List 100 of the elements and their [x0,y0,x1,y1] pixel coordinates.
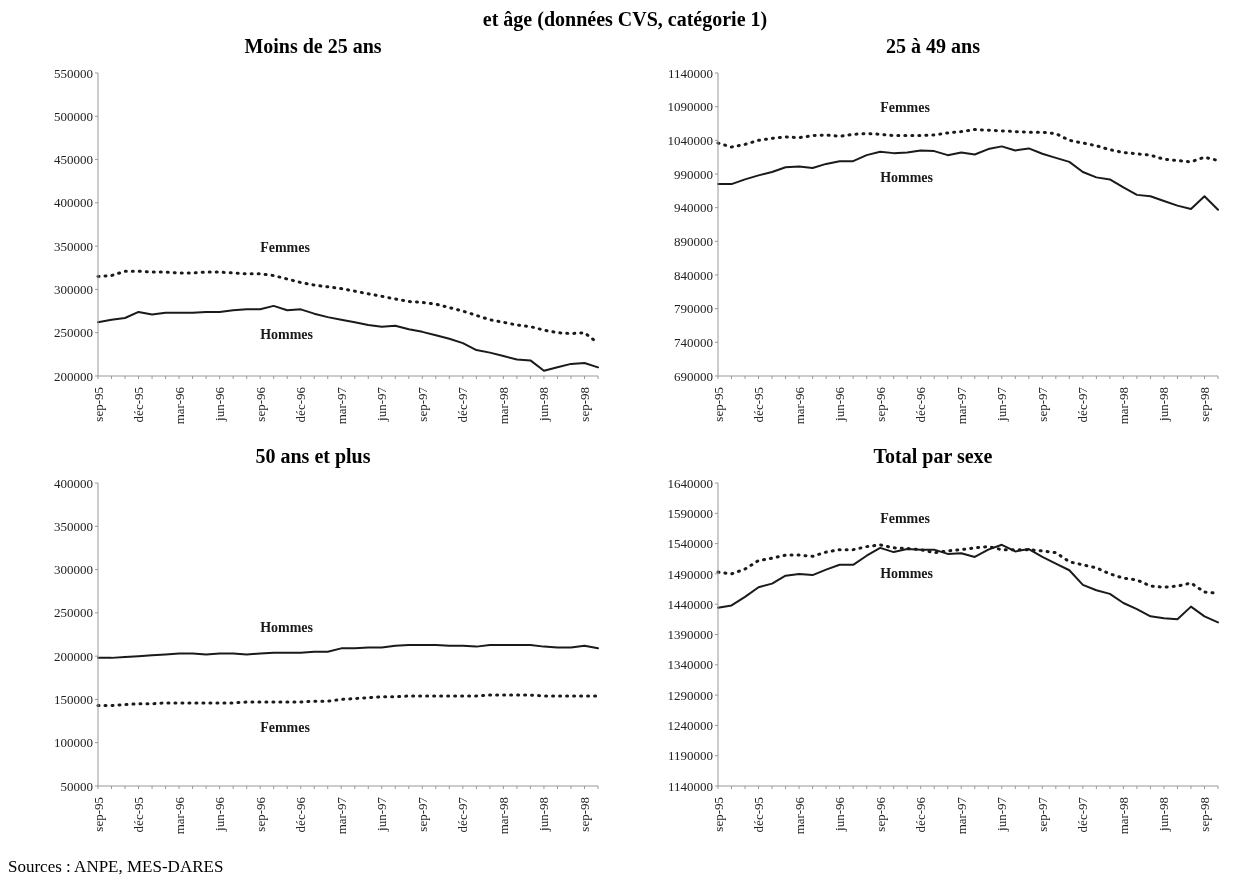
x-tick-label: sep-98 [576,797,592,832]
x-tick-label: déc-96 [913,796,929,833]
series-label: Femmes [260,720,311,736]
series-label: Femmes [260,239,311,255]
x-tick-label: jun-96 [832,386,848,422]
x-tick-label: déc-97 [455,796,471,833]
text: et âge (données CVS, catégorie 1) [481,8,769,31]
y-tick-label: 300000 [54,562,93,578]
line-series [717,543,1219,624]
y-tick-label: 1240000 [667,718,713,734]
chart-title: 50 ans et plus [254,445,372,470]
x-tick-label: sep-95 [710,797,726,832]
x-tick-label: déc-97 [455,386,471,423]
y-tick-label: 1140000 [667,65,713,81]
x-tick-label: sep-95 [90,797,106,832]
y-tick-label: 790000 [674,301,713,317]
x-tick-label: mar-96 [171,386,187,425]
x-tick-label: sep-96 [872,386,888,422]
x-tick-label: déc-95 [751,387,767,423]
x-tick-label: déc-96 [913,386,929,423]
x-tick-label: jun-96 [212,386,228,422]
y-tick-label: 300000 [54,282,93,298]
x-tick-label: mar-98 [1115,387,1131,425]
y-tick-label: 550000 [54,65,93,81]
x-tick-label: mar-97 [953,796,969,835]
y-tick-label: 1090000 [667,99,713,115]
chart-title: 25 à 49 ans [885,35,981,59]
x-tick-label: déc-95 [131,387,147,423]
y-tick-label: 1190000 [667,748,713,764]
x-tick-label: jun-98 [536,387,552,422]
chart-title: Moins de 25 ans [243,35,383,59]
y-tick-label: 1340000 [667,657,713,673]
y-tick-label: 990000 [674,166,713,182]
x-tick-label: mar-98 [1115,797,1131,835]
x-tick-label: jun-98 [1156,387,1172,422]
series-label: Hommes [260,619,314,635]
y-tick-label: 690000 [674,368,713,384]
x-tick-label: mar-97 [953,386,969,425]
x-tick-label: mar-96 [171,796,187,835]
y-tick-label: 1590000 [667,505,713,521]
y-tick-label: 890000 [674,233,713,249]
x-tick-label: jun-97 [374,796,390,832]
y-tick-label: 1490000 [667,566,713,582]
y-tick-label: 1040000 [667,132,713,148]
x-tick-label: déc-95 [751,797,767,833]
y-tick-label: 350000 [54,238,93,254]
y-tick-label: 1640000 [667,475,713,491]
y-tick-label: 200000 [54,648,93,664]
x-tick-label: sep-97 [414,386,430,422]
y-tick-label: 1140000 [667,778,713,794]
y-tick-label: 940000 [674,200,713,216]
line-series [716,128,1220,164]
x-tick-label: jun-97 [994,386,1010,422]
x-tick-label: mar-96 [791,796,807,835]
x-tick-label: déc-96 [293,386,309,423]
line-series [96,693,600,707]
x-tick-label: sep-95 [90,387,106,422]
series-label: Femmes [880,100,931,116]
source-note: Sources : ANPE, MES-DARES [8,857,225,877]
x-tick-label: mar-97 [333,796,349,835]
y-tick-label: 740000 [674,334,713,350]
x-tick-label: mar-97 [333,386,349,425]
x-tick-label: sep-95 [710,387,726,422]
y-tick-label: 350000 [54,518,93,534]
x-tick-label: sep-98 [1196,387,1212,422]
y-tick-label: 400000 [54,475,93,491]
line-series [717,145,1219,211]
y-tick-label: 250000 [54,605,93,621]
y-tick-label: 1390000 [667,627,713,643]
series-label: Femmes [880,510,931,526]
x-tick-label: mar-98 [495,387,511,425]
x-tick-label: jun-96 [212,796,228,832]
y-tick-label: 400000 [54,195,93,211]
x-tick-label: sep-97 [1034,796,1050,832]
line-series [97,304,599,372]
chart-title: Total par sexe [872,445,994,470]
series-label: Hommes [880,565,934,581]
y-tick-label: 840000 [674,267,713,283]
x-tick-label: jun-98 [1156,797,1172,832]
y-tick-label: 1540000 [667,536,713,552]
x-tick-label: sep-96 [252,796,268,832]
x-tick-label: jun-96 [832,796,848,832]
x-tick-label: sep-97 [1034,386,1050,422]
line-series [97,643,599,659]
x-tick-label: déc-97 [1075,386,1091,423]
x-tick-label: déc-96 [293,796,309,833]
x-tick-label: sep-98 [1196,797,1212,832]
y-tick-label: 50000 [60,778,93,794]
y-tick-label: 200000 [54,368,93,384]
y-tick-label: 1290000 [667,687,713,703]
series-label: Hommes [880,169,934,185]
x-tick-label: sep-96 [872,796,888,832]
y-tick-label: 1440000 [667,596,713,612]
y-tick-label: 500000 [54,108,93,124]
y-tick-label: 450000 [54,152,93,168]
x-tick-label: déc-95 [131,797,147,833]
x-tick-label: jun-98 [536,797,552,832]
x-tick-label: sep-96 [252,386,268,422]
x-tick-label: sep-98 [576,387,592,422]
x-tick-label: jun-97 [374,386,390,422]
